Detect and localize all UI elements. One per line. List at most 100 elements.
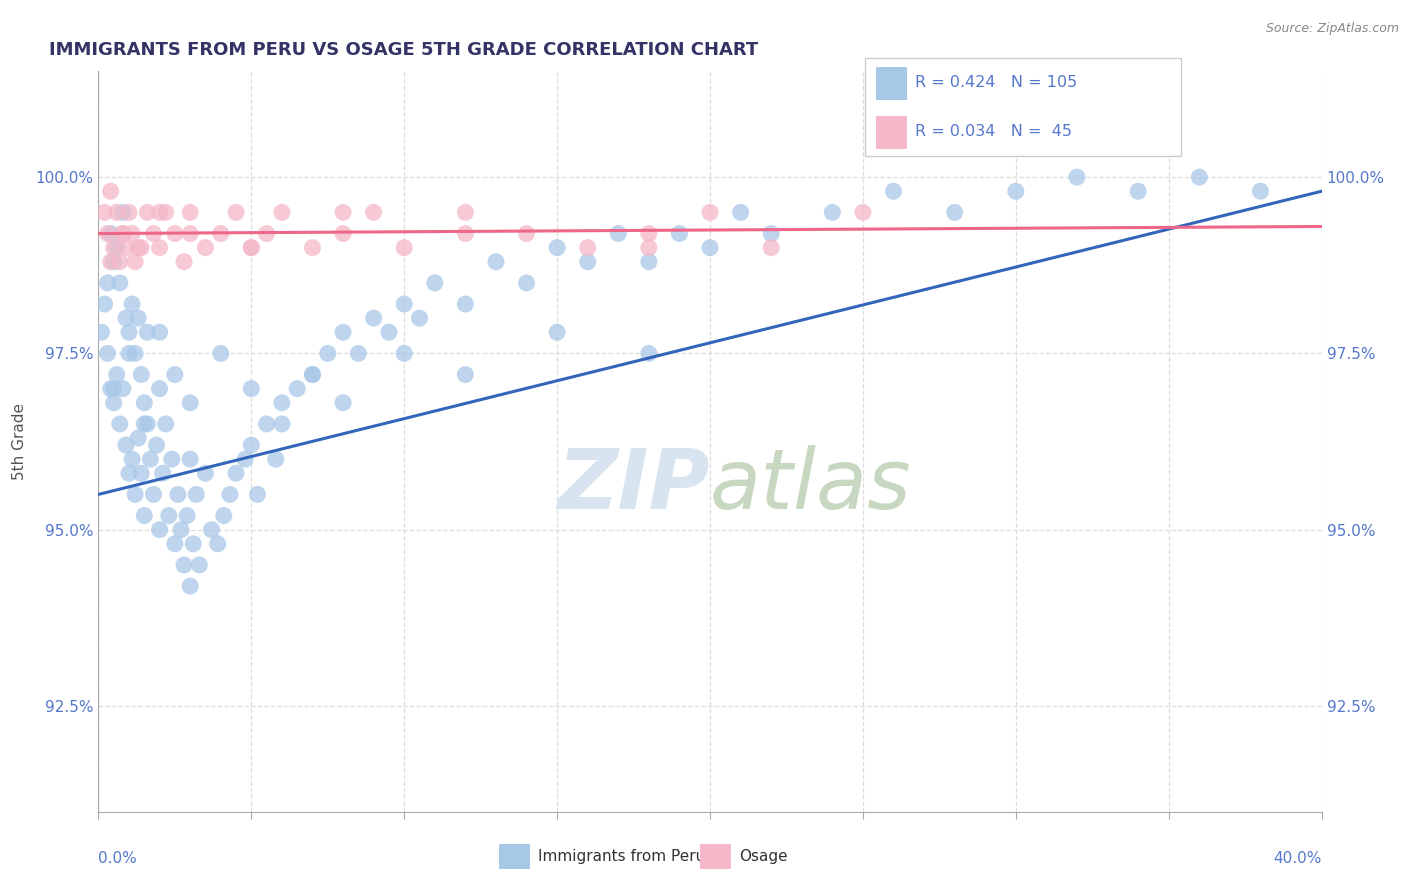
Point (188, 558, 211, 572)
Point (136, 205, 159, 219)
Point (100, 382, 122, 396)
Point (181, 537, 204, 551)
Point (392, 297, 416, 311)
Point (485, 254, 508, 268)
Point (93, 297, 115, 311)
Point (124, 346, 146, 360)
Point (637, 346, 661, 360)
Point (730, 205, 752, 219)
Point (111, 227, 134, 241)
Point (170, 523, 193, 537)
Point (179, 396, 201, 410)
Text: Immigrants from Peru: Immigrants from Peru (538, 849, 706, 863)
Point (883, 184, 905, 198)
Point (173, 558, 195, 572)
Point (121, 452, 143, 467)
Point (668, 227, 690, 241)
Point (408, 311, 430, 326)
Point (136, 417, 159, 431)
Point (105, 205, 128, 219)
Point (139, 452, 162, 467)
Point (163, 227, 186, 241)
Point (332, 205, 354, 219)
Point (152, 467, 174, 481)
Point (1188, 170, 1211, 185)
Point (576, 254, 599, 268)
Point (129, 241, 152, 255)
Point (105, 241, 128, 255)
Point (637, 241, 661, 255)
Point (149, 325, 172, 339)
Point (121, 297, 143, 311)
Point (761, 227, 783, 241)
Point (179, 579, 201, 593)
Point (115, 438, 138, 452)
Point (699, 241, 721, 255)
Point (240, 241, 263, 255)
Point (155, 205, 177, 219)
Point (103, 254, 125, 268)
Point (97, 346, 120, 360)
Point (118, 325, 141, 339)
Point (155, 417, 177, 431)
Point (124, 254, 146, 268)
Point (127, 311, 149, 326)
Point (118, 346, 141, 360)
Point (212, 508, 235, 523)
Point (127, 241, 149, 255)
Point (97, 276, 120, 290)
Point (363, 311, 385, 326)
Point (111, 205, 134, 219)
Point (363, 205, 385, 219)
Point (270, 396, 294, 410)
Point (121, 227, 143, 241)
Point (256, 227, 278, 241)
Point (103, 241, 125, 255)
Point (423, 276, 446, 290)
Point (392, 241, 416, 255)
Point (1250, 184, 1272, 198)
Point (240, 438, 263, 452)
Point (576, 241, 599, 255)
Point (637, 227, 661, 241)
Point (167, 487, 190, 501)
Text: atlas: atlas (710, 445, 911, 526)
Point (219, 487, 242, 501)
Point (256, 417, 278, 431)
Point (194, 241, 217, 255)
Point (516, 227, 538, 241)
Point (516, 276, 538, 290)
Point (115, 311, 138, 326)
Text: IMMIGRANTS FROM PERU VS OSAGE 5TH GRADE CORRELATION CHART: IMMIGRANTS FROM PERU VS OSAGE 5TH GRADE … (49, 41, 759, 59)
Point (546, 325, 568, 339)
Point (332, 227, 354, 241)
Point (145, 438, 167, 452)
Point (134, 396, 156, 410)
Text: 0.0%: 0.0% (98, 850, 138, 865)
Point (103, 396, 125, 410)
Point (179, 452, 201, 467)
Point (186, 487, 208, 501)
Point (163, 368, 186, 382)
Point (111, 227, 134, 241)
Point (264, 452, 287, 467)
Point (332, 396, 354, 410)
Point (1066, 170, 1088, 185)
Point (179, 205, 201, 219)
Point (103, 382, 125, 396)
Text: ZIP: ZIP (557, 445, 710, 526)
Point (194, 467, 217, 481)
Point (118, 205, 141, 219)
Point (316, 346, 339, 360)
Point (761, 241, 783, 255)
Point (118, 467, 141, 481)
Point (1004, 184, 1026, 198)
Point (240, 382, 263, 396)
Point (270, 417, 294, 431)
Point (127, 431, 149, 445)
Point (332, 325, 354, 339)
Point (108, 417, 131, 431)
Point (134, 417, 156, 431)
Point (173, 254, 195, 268)
Point (111, 382, 134, 396)
